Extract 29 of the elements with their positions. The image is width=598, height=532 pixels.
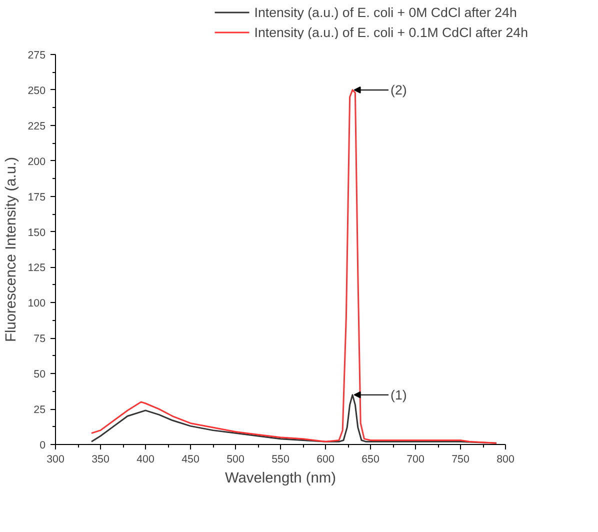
y-tick-label: 200: [28, 156, 46, 168]
annotation: (2): [390, 82, 407, 98]
x-tick-label: 550: [272, 454, 290, 466]
x-tick-label: 400: [136, 454, 154, 466]
y-tick-label: 175: [28, 191, 46, 204]
x-tick-label: 450: [182, 454, 200, 466]
y-tick-label: 50: [34, 368, 46, 381]
x-axis-title: Wavelength (nm): [224, 470, 336, 486]
y-tick-label: 75: [34, 333, 46, 346]
x-tick-label: 750: [452, 454, 470, 466]
y-tick-label: 25: [34, 404, 46, 416]
x-tick-label: 600: [316, 454, 334, 466]
x-tick-label: 500: [226, 454, 244, 466]
y-tick-label: 0: [40, 440, 46, 452]
y-tick-label: 100: [28, 298, 46, 310]
x-tick-label: 700: [406, 454, 424, 466]
annotation: (1): [390, 387, 407, 402]
y-tick-label: 275: [28, 50, 46, 62]
y-tick-label: 125: [28, 262, 46, 274]
legend-label: Intensity (a.u.) of E. coli + 0M CdCl after 24h: [254, 4, 517, 20]
x-tick-label: 800: [496, 454, 514, 466]
y-tick-label: 150: [28, 226, 46, 239]
x-tick-label: 300: [46, 454, 64, 466]
x-tick-label: 350: [92, 454, 110, 466]
y-tick-label: 250: [28, 84, 46, 97]
y-axis-title: Fluorescence Intensity (a.u.): [4, 157, 20, 342]
y-tick-label: 225: [28, 120, 46, 132]
x-tick-label: 650: [362, 454, 380, 466]
legend-label: Intensity (a.u.) of E. coli + 0.1M CdCl after 24h: [254, 24, 528, 40]
